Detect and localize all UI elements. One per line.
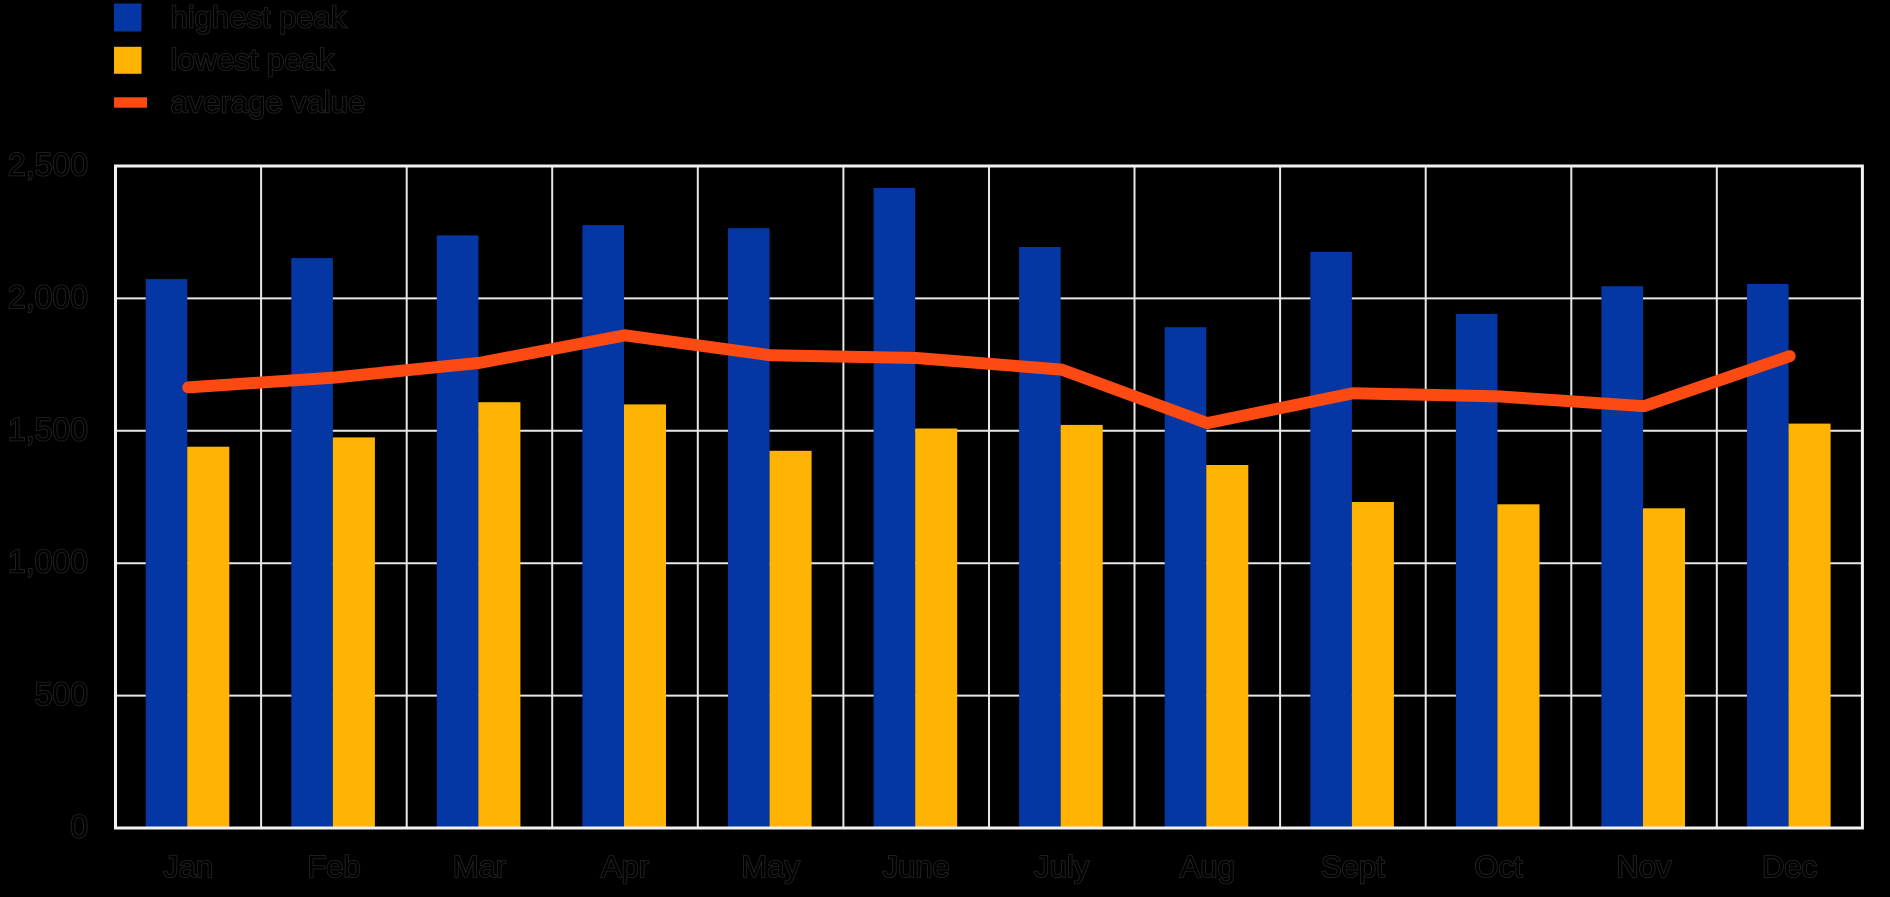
- svg-text:1,500: 1,500: [8, 411, 88, 447]
- svg-text:July: July: [1034, 849, 1090, 884]
- svg-text:highest peak: highest peak: [171, 0, 347, 35]
- svg-text:Feb: Feb: [307, 849, 360, 884]
- svg-text:Jan: Jan: [163, 849, 213, 884]
- svg-text:0: 0: [70, 809, 88, 845]
- svg-text:Oct: Oct: [1474, 849, 1523, 884]
- svg-text:lowest peak: lowest peak: [171, 42, 335, 77]
- svg-text:Sept: Sept: [1321, 849, 1385, 884]
- svg-text:average value: average value: [171, 84, 366, 119]
- svg-text:Aug: Aug: [1180, 849, 1235, 884]
- svg-text:Apr: Apr: [601, 849, 649, 884]
- svg-text:Dec: Dec: [1762, 849, 1817, 884]
- svg-text:1,000: 1,000: [8, 544, 88, 580]
- svg-text:June: June: [883, 849, 950, 884]
- svg-text:2,500: 2,500: [8, 147, 88, 183]
- svg-text:Nov: Nov: [1616, 849, 1672, 884]
- svg-text:May: May: [741, 849, 800, 884]
- svg-text:2,000: 2,000: [8, 279, 88, 315]
- svg-text:Mar: Mar: [453, 849, 506, 884]
- svg-text:500: 500: [35, 676, 88, 712]
